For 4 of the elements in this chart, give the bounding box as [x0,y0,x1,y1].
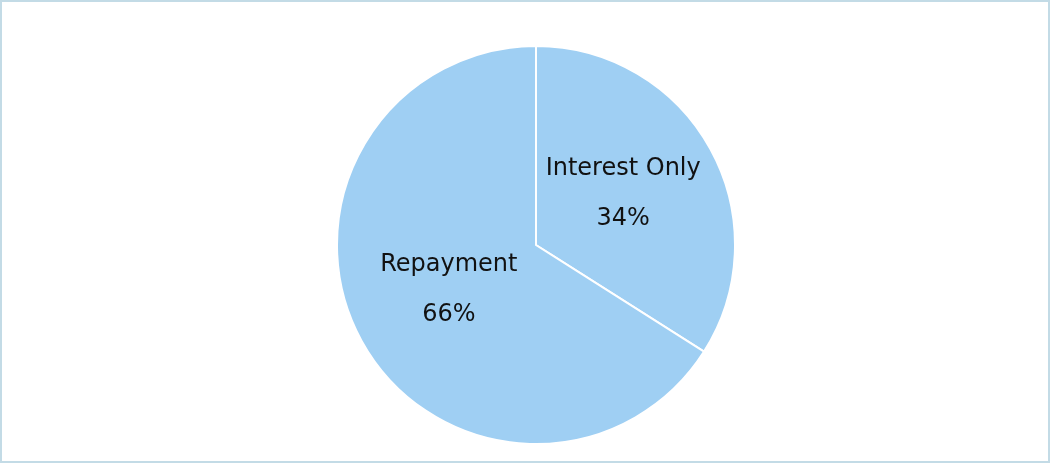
data-label: 34% [596,203,650,232]
data-label: 66% [422,298,476,327]
slice-label: Interest Only [545,153,701,182]
slice-label: Repayment [380,248,518,277]
